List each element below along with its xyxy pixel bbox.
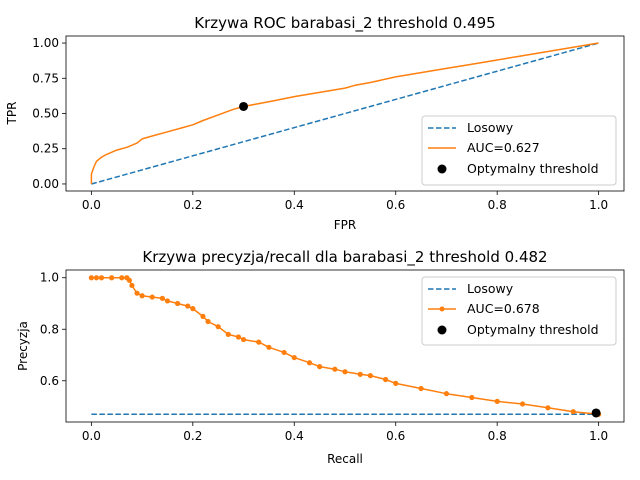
pr-legend-marker-optimal xyxy=(437,325,447,335)
roc-legend-label-optimal: Optymalny threshold xyxy=(467,161,599,176)
pr-series-auc-point xyxy=(98,275,105,281)
roc-ytick-label: 0.25 xyxy=(32,142,59,156)
pr-series-auc-point xyxy=(382,376,389,383)
pr-plot-area: 0.0 0.2 0.4 0.6 0.8 1.0 0.6 0.8 1.0 xyxy=(40,269,625,443)
pr-series-auc-point xyxy=(519,401,526,407)
pr-series-auc-point xyxy=(266,344,272,350)
pr-series-auc-point xyxy=(119,275,125,281)
pr-series-auc-point xyxy=(418,385,424,392)
pr-series-auc-point xyxy=(545,405,551,411)
pr-series-auc-point xyxy=(443,391,450,397)
pr-ylabel: Precyzja xyxy=(16,321,30,371)
pr-legend-label-auc: AUC=0.678 xyxy=(467,301,540,316)
pr-legend: Losowy AUC=0.678 Optymalny threshold xyxy=(421,276,617,346)
roc-legend: Losowy AUC=0.627 Optymalny threshold xyxy=(421,115,617,186)
pr-series-auc-point xyxy=(175,300,181,307)
roc-ytick-label: 0.50 xyxy=(32,107,59,121)
pr-series-auc-point xyxy=(164,298,171,304)
pr-xtick-label: 0.6 xyxy=(386,429,405,443)
pr-chart: Krzywa precyzja/recall dla barabasi_2 th… xyxy=(16,248,625,466)
pr-series-auc-point xyxy=(494,398,500,404)
roc-ytick-label: 0.75 xyxy=(32,71,59,85)
pr-series-auc-point xyxy=(185,303,191,309)
pr-series-auc-point xyxy=(215,324,221,330)
roc-plot-area: 0.0 0.2 0.4 0.6 0.8 1.0 0.00 0.25 0.50 0.75 1.00 xyxy=(32,35,625,212)
pr-series-auc-point xyxy=(281,349,287,356)
pr-series-auc-point xyxy=(367,373,373,379)
pr-legend-label-optimal: Optymalny threshold xyxy=(467,322,599,337)
pr-ytick-label: 0.6 xyxy=(40,374,59,388)
roc-xtick-label: 0.0 xyxy=(82,198,101,212)
roc-chart: Krzywa ROC barabasi_2 threshold 0.495 0.… xyxy=(5,14,625,232)
pr-series-auc-point xyxy=(205,318,211,325)
pr-series-auc-point xyxy=(357,371,363,377)
pr-series-auc-point xyxy=(190,306,196,312)
roc-legend-box xyxy=(421,115,617,186)
roc-series-auc-line xyxy=(90,42,599,184)
pr-series-auc-point xyxy=(200,313,206,319)
pr-title: Krzywa precyzja/recall dla barabasi_2 th… xyxy=(142,248,547,267)
roc-optimal-threshold-point xyxy=(239,101,249,111)
roc-xtick-label: 0.6 xyxy=(386,198,405,212)
roc-ytick-label: 0.00 xyxy=(32,177,59,191)
pr-xtick-label: 0.2 xyxy=(183,429,202,443)
pr-xtick-label: 1.0 xyxy=(589,429,608,443)
roc-xlabel: FPR xyxy=(334,218,356,232)
pr-series-auc-point xyxy=(291,354,297,361)
roc-xtick-label: 0.8 xyxy=(488,198,507,212)
roc-axes-frame xyxy=(65,35,625,192)
pr-series-auc-point xyxy=(134,290,140,296)
pr-legend-swatch-auc-dot xyxy=(439,306,445,312)
pr-series-auc-point xyxy=(139,293,145,299)
pr-xtick-label: 0.4 xyxy=(285,429,304,443)
pr-series-auc-point xyxy=(159,295,165,301)
pr-series-auc-point xyxy=(393,380,399,386)
pr-xlabel: Recall xyxy=(327,452,363,466)
pr-ytick-label: 1.0 xyxy=(40,271,59,285)
roc-legend-marker-optimal xyxy=(437,164,447,174)
pr-series-auc-point xyxy=(88,275,94,281)
pr-series-auc-point xyxy=(109,275,115,281)
pr-xtick-label: 0.0 xyxy=(82,429,101,443)
pr-series-auc-point xyxy=(93,275,100,281)
roc-xtick-label: 0.2 xyxy=(183,198,202,212)
pr-series-auc-point xyxy=(235,334,242,340)
roc-xtick-label: 1.0 xyxy=(589,198,608,212)
pr-series-auc-point xyxy=(332,366,338,372)
pr-series-auc-point xyxy=(240,336,247,343)
pr-series-auc-point xyxy=(129,282,135,289)
roc-legend-label-random: Losowy xyxy=(467,120,514,135)
roc-ytick-label: 1.00 xyxy=(32,36,59,50)
roc-title: Krzywa ROC barabasi_2 threshold 0.495 xyxy=(194,14,495,33)
pr-series-auc-point xyxy=(317,364,323,370)
pr-series-auc-point xyxy=(342,369,348,375)
roc-xtick-label: 0.4 xyxy=(285,198,304,212)
pr-series-auc-point xyxy=(225,331,231,338)
roc-ylabel: TPR xyxy=(5,102,19,126)
pr-optimal-threshold-point xyxy=(591,408,601,418)
pr-axes-frame xyxy=(65,269,625,423)
pr-series-auc-point xyxy=(570,409,576,415)
roc-legend-label-auc: AUC=0.627 xyxy=(467,140,540,155)
pr-series-auc-point xyxy=(149,294,155,300)
pr-legend-label-random: Losowy xyxy=(467,281,514,296)
pr-xtick-label: 0.8 xyxy=(488,429,507,443)
pr-ytick-label: 0.8 xyxy=(40,322,59,336)
pr-series-auc-point xyxy=(256,339,262,345)
pr-series-auc-point xyxy=(469,394,475,401)
pr-legend-box xyxy=(421,276,617,346)
pr-series-auc-point xyxy=(126,277,133,283)
pr-series-auc-point xyxy=(306,360,313,366)
